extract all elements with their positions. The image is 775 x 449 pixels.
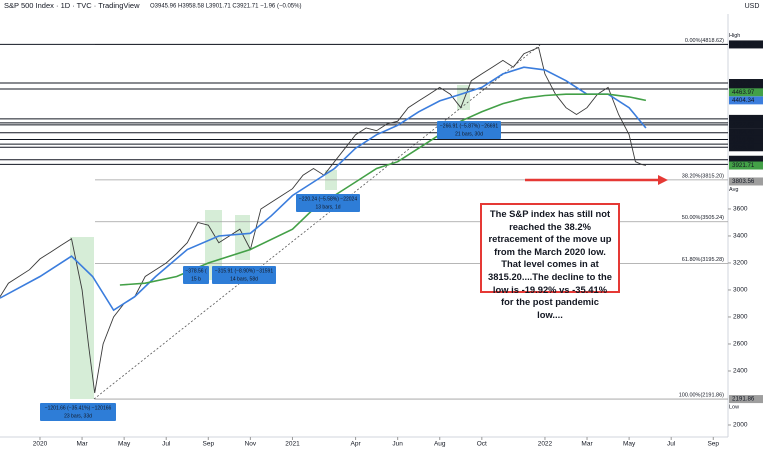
arrow-head: [658, 175, 668, 185]
y-tick-label: 3200: [733, 260, 748, 267]
price-tag: [729, 155, 763, 164]
y-tick-label: 2400: [733, 368, 748, 375]
x-tick-label: 2021: [285, 441, 300, 448]
zone: [70, 237, 94, 399]
measure-label: −315.91 (−8.90%) −31591: [215, 268, 273, 274]
measure-label: 21 bars, 30d: [455, 131, 483, 137]
x-tick-label: Sep: [203, 441, 215, 448]
price-tag: [729, 96, 763, 105]
x-tick-label: Aug: [434, 441, 446, 448]
price-tag: [729, 128, 763, 137]
measure-box: [212, 266, 276, 284]
price-tag-note: Low: [729, 405, 739, 411]
measure-label: 13 bars, 1d: [315, 204, 340, 210]
price-tag-label: 4114.65: [732, 136, 754, 143]
measure-label: 15 b: [191, 276, 201, 282]
chart-title: S&P 500 Index · 1D · TVC · TradingView: [4, 1, 140, 10]
measure-label: −378.56 (: [185, 268, 207, 274]
x-tick-label: Jul: [667, 441, 676, 448]
x-tick-label: May: [118, 441, 131, 448]
price-tag-label: 3964.59: [732, 156, 755, 163]
price-tag-label: 4404.34: [732, 97, 755, 104]
x-tick-label: May: [623, 441, 636, 448]
price-tag-label: 4222.62: [732, 122, 755, 129]
fib-label: 61.80%(3195.28): [682, 257, 724, 263]
price-tag: [729, 135, 763, 144]
annotation-box: The S&P index has still not reached the …: [480, 203, 620, 320]
series-line: [0, 66, 647, 312]
x-tick-label: Mar: [76, 441, 88, 448]
price-tag: [729, 395, 763, 404]
price-tag: [729, 79, 763, 88]
y-tick-label: 3400: [733, 233, 748, 240]
fib-label: 38.20%(3815.20): [682, 173, 724, 179]
price-tag-label: 4532.83: [732, 80, 755, 87]
price-tag: [729, 88, 763, 97]
measure-label: −220.24 (−5.58%) −22024: [299, 196, 357, 202]
fib-label: 0.00%(4818.62): [685, 38, 724, 44]
x-tick-label: 2020: [33, 441, 48, 448]
measure-zones: [70, 85, 470, 399]
zone: [235, 215, 250, 260]
x-tick-label: Sep: [707, 441, 719, 448]
price-tag-label: 2191.86: [732, 396, 755, 403]
price-tag: [729, 120, 763, 129]
x-tick-label: Jul: [162, 441, 171, 448]
measure-box: [40, 403, 116, 421]
ohlc: O3945.96 H3958.58 L3901.71 C3921.71 −1.9…: [150, 4, 301, 10]
x-tick-label: Oct: [477, 441, 487, 448]
price-tag: [729, 161, 763, 170]
price-tag: [729, 40, 763, 49]
measure-box: [437, 121, 501, 139]
fib-label: 50.00%(3505.24): [682, 215, 724, 221]
price-tag: [729, 177, 763, 186]
price-tag-note: High: [729, 33, 740, 39]
currency: USD: [745, 3, 760, 10]
series-line: [119, 93, 647, 286]
price-tag-label: 3921.71: [732, 162, 755, 169]
price-tag-label: 4056.88: [732, 144, 755, 151]
measure-label: 23 bars, 33d: [64, 413, 92, 419]
y-tick-label: 2800: [733, 314, 748, 321]
x-tick-label: Nov: [245, 441, 257, 448]
y-tick-label: 3000: [733, 287, 748, 294]
x-tick-label: Jun: [392, 441, 403, 448]
measure-box: [296, 194, 360, 212]
price-tag-note: Avg: [729, 187, 738, 193]
price-tag-label: 4164.40: [732, 129, 755, 136]
x-tick-label: Apr: [351, 441, 362, 448]
y-tick-label: 2000: [733, 422, 748, 429]
price-tag-label: 4463.97: [732, 89, 755, 96]
price-tag-label: 3803.56: [732, 178, 755, 185]
y-tick-label: 2600: [733, 341, 748, 348]
measure-label: 14 bars, 58d: [230, 276, 258, 282]
price-tag: [729, 143, 763, 152]
measure-box: [183, 266, 209, 284]
fib-label: 100.00%(2191.86): [679, 393, 724, 399]
price-tag-label: 4818.62: [732, 41, 755, 48]
x-tick-label: Mar: [581, 441, 593, 448]
measure-label: −266.91 (−5.87%) −26691: [440, 123, 498, 129]
measure-label: −1201.66 (−35.41%) −120166: [45, 405, 112, 411]
plot: 2020 Mar May Jul Sep Nov 2021 Apr Jun Aug Oct 2022 M…: [0, 33, 763, 448]
y-tick-label: 3600: [733, 206, 748, 213]
x-tick-label: 2022: [538, 441, 553, 448]
